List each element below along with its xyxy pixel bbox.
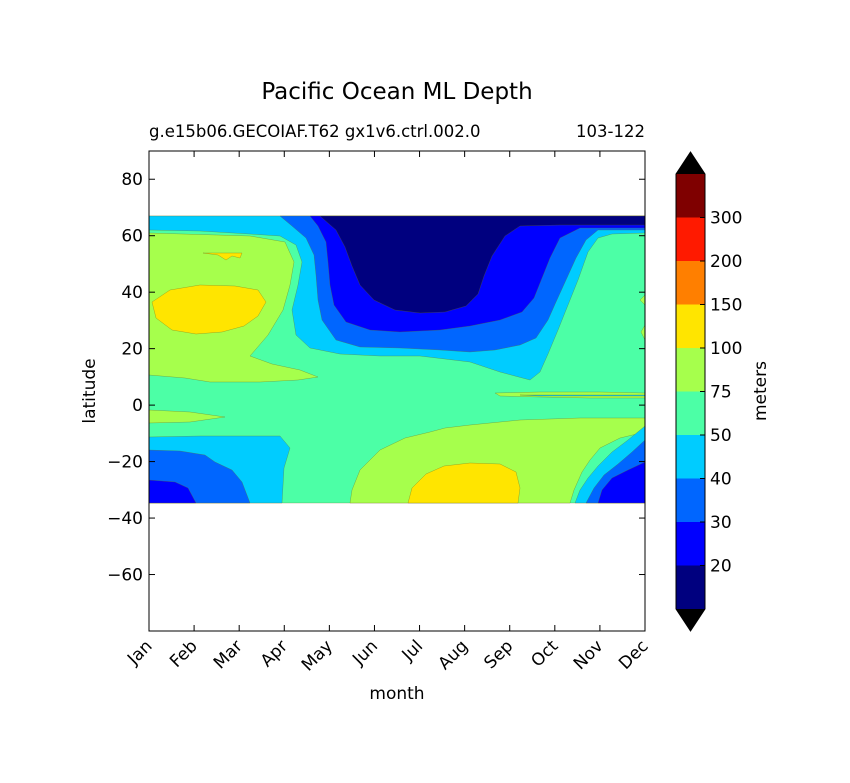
y-tick-label: 0 — [132, 396, 143, 416]
contour-band-equator-75-100 — [149, 409, 226, 424]
colorbar-tick-label: 200 — [710, 252, 742, 272]
y-tick-label: −40 — [107, 509, 143, 529]
x-tick-label: May — [298, 636, 337, 675]
colorbar-tick-label: 50 — [710, 426, 732, 446]
colorbar-segment — [676, 217, 705, 261]
colorbar-segment — [676, 304, 705, 348]
y-tick-label: 80 — [121, 170, 143, 190]
colorbar-segment — [676, 522, 705, 566]
colorbar-label: meters — [751, 361, 771, 421]
colorbar-segment — [676, 565, 705, 609]
x-tick-label: Oct — [527, 636, 562, 671]
plot-frame — [148, 150, 646, 632]
x-tick-label: Apr — [257, 636, 292, 671]
colorbar-extend-min — [676, 609, 705, 631]
chart-subtitle-left: g.e15b06.GECOIAF.T62 gx1v6.ctrl.002.0 — [149, 122, 481, 141]
x-tick-label: Aug — [435, 636, 473, 674]
contour-band-east-75-100 — [639, 294, 645, 341]
colorbar-tick-label: 300 — [710, 209, 742, 229]
plot-area — [149, 151, 645, 631]
contour-band-south-20-30 — [149, 479, 197, 504]
y-tick-label: 20 — [121, 340, 143, 360]
y-tick-label: −20 — [107, 453, 143, 473]
colorbar-segment — [676, 478, 705, 522]
colorbar-tick-label: 30 — [710, 513, 732, 533]
x-tick-label: Jun — [348, 636, 382, 670]
x-tick-label: Nov — [570, 636, 608, 674]
colorbar-tick-label: 40 — [710, 470, 732, 490]
colorbar-segment — [676, 174, 705, 218]
x-tick-label: Mar — [210, 636, 247, 673]
contour-band-south-100-150 — [407, 462, 521, 504]
x-tick-label: Feb — [166, 636, 201, 671]
y-tick-label: 60 — [121, 227, 143, 247]
contour-band-north-lt20 — [319, 215, 645, 314]
chart-title: Pacific Ocean ML Depth — [261, 79, 532, 105]
colorbar-tick-label: 150 — [710, 296, 742, 316]
colorbar-segment — [676, 435, 705, 479]
x-tick-label: Jul — [398, 636, 427, 665]
colorbar-outline — [675, 151, 706, 632]
y-axis: 80 60 40 20 0 −20 −40 −60 — [107, 170, 645, 586]
y-tick-label: −60 — [107, 566, 143, 586]
colorbar-segment — [676, 348, 705, 392]
colorbar-extend-max — [676, 152, 705, 174]
x-tick-label: Jan — [123, 636, 156, 669]
x-axis-label: month — [369, 684, 424, 704]
colorbar-segment — [676, 391, 705, 435]
contour-band-north-100-150-small — [202, 252, 243, 261]
colorbar-tick-label: 20 — [710, 557, 732, 577]
chart-subtitle-right: 103-122 — [576, 122, 645, 141]
colorbar-tick-label: 100 — [710, 339, 742, 359]
colorbar: 20 30 40 50 75 100 150 200 300 — [675, 151, 742, 632]
contour-band-southeast-20-30 — [597, 461, 645, 504]
y-tick-label: 40 — [121, 283, 143, 303]
contour-band-east-equator-40-50 — [519, 394, 645, 397]
x-tick-label: Sep — [480, 636, 517, 673]
colorbar-segment — [676, 261, 705, 305]
contour-band-north-100-150 — [151, 284, 267, 335]
colorbar-tick-label: 75 — [710, 383, 732, 403]
y-axis-label: latitude — [80, 358, 100, 423]
x-tick-label: Dec — [615, 636, 652, 673]
